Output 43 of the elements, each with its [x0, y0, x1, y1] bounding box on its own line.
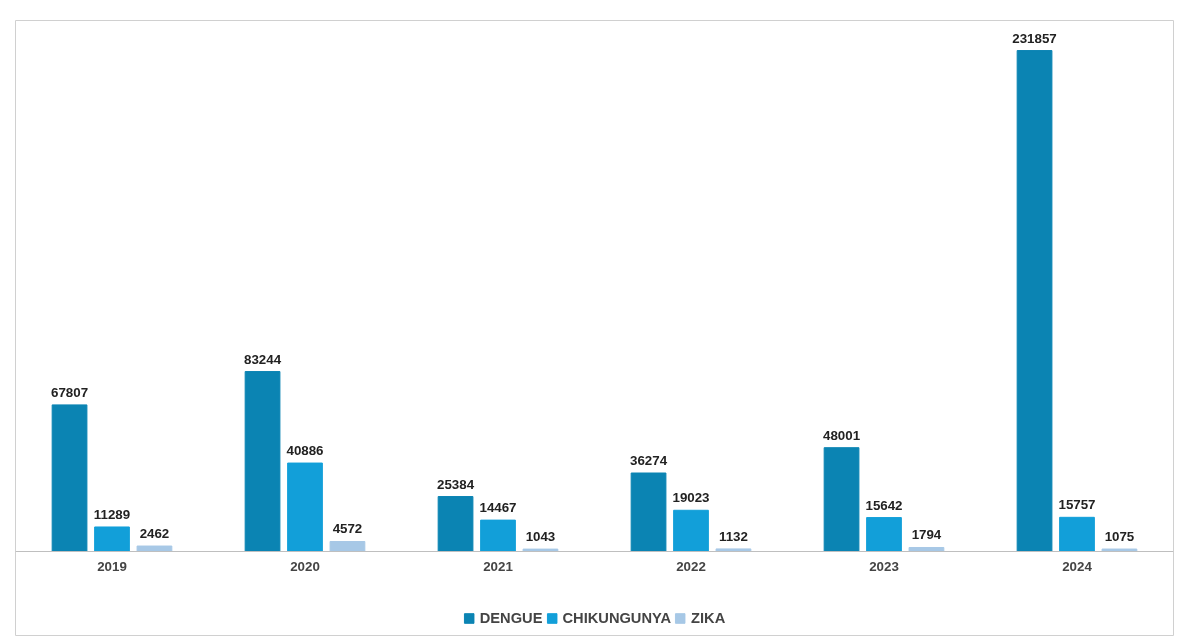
bar	[522, 548, 559, 552]
legend-label: CHIKUNGUNYA	[562, 610, 672, 626]
data-label: 231857	[1012, 30, 1057, 46]
bar	[94, 526, 130, 552]
data-label: 14467	[479, 500, 517, 516]
bar	[673, 509, 709, 552]
legend-label: ZIKA	[691, 610, 726, 626]
bar	[823, 447, 860, 552]
bar	[244, 371, 281, 552]
bar	[51, 404, 88, 552]
bar	[866, 517, 902, 552]
data-label: 36274	[630, 453, 668, 469]
data-label: 67807	[51, 384, 89, 400]
x-tick-label: 2019	[97, 559, 127, 575]
data-label: 15757	[1058, 497, 1096, 513]
bar	[136, 545, 173, 552]
data-label: 1794	[911, 527, 942, 543]
bar	[630, 472, 667, 552]
x-tick-label: 2024	[1062, 559, 1093, 575]
legend-label: DENGUE	[479, 610, 543, 626]
data-label: 40886	[286, 443, 324, 459]
x-tick-label: 2022	[676, 559, 706, 575]
data-label: 25384	[437, 476, 475, 492]
data-label: 1075	[1104, 529, 1135, 545]
bar	[329, 540, 366, 552]
bar	[1101, 548, 1138, 552]
data-label: 11289	[93, 506, 131, 522]
bar	[1016, 50, 1053, 552]
data-label: 2462	[139, 526, 170, 542]
data-label: 1043	[525, 529, 556, 545]
data-label: 1132	[719, 528, 748, 544]
data-label: 4572	[332, 521, 363, 537]
x-tick-label: 2020	[290, 559, 320, 575]
bar	[437, 496, 474, 552]
bar	[1059, 516, 1095, 552]
x-tick-label: 2023	[869, 559, 899, 575]
data-label: 83244	[244, 351, 282, 367]
bar	[480, 519, 516, 552]
data-label: 19023	[672, 490, 710, 506]
x-tick-label: 2021	[483, 559, 514, 575]
data-label: 48001	[823, 427, 861, 443]
bar	[287, 462, 323, 552]
data-label: 15642	[865, 497, 903, 513]
